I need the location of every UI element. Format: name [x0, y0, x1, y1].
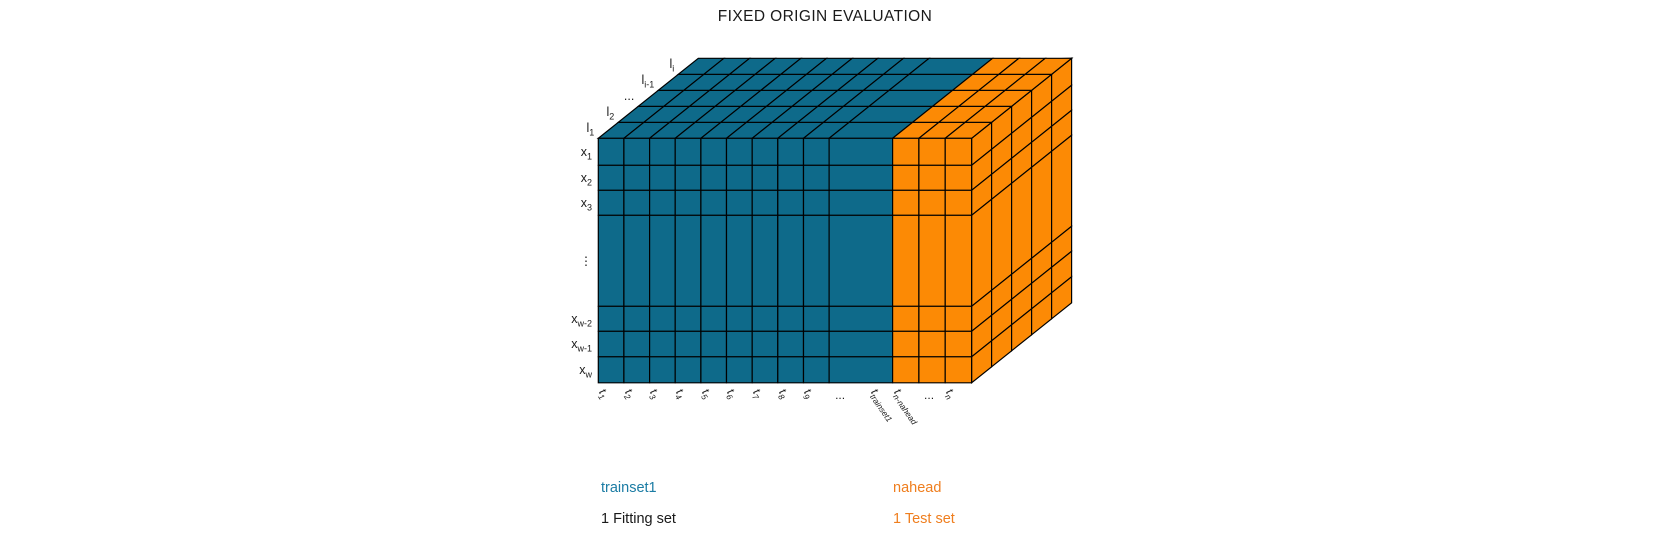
row-label-6: xw: [579, 362, 592, 380]
depth-label-0: l1: [586, 121, 595, 138]
figure-title: FIXED ORIGIN EVALUATION: [717, 8, 933, 25]
depth-label-1: l2: [606, 105, 615, 122]
depth-label-3: li-1: [641, 73, 655, 90]
legend-item-trainset1: trainset1 1 Fitting set: [601, 480, 676, 528]
legend-item-nahead: nahead 1 Test set: [893, 480, 955, 528]
legend-item-name: nahead: [893, 480, 942, 496]
legend-item-desc: 1 Fitting set: [601, 511, 676, 527]
bottom-axis-label-9: ...: [835, 388, 846, 402]
row-label-1: x2: [580, 170, 592, 188]
row-label-2: x3: [580, 195, 592, 213]
depth-label-4: li: [669, 57, 675, 74]
bottom-axis-label-12: ...: [924, 388, 935, 402]
row-label-0: x1: [580, 144, 592, 162]
legend-item-desc: 1 Test set: [893, 511, 955, 527]
row-label-5: xw-1: [571, 337, 592, 354]
row-label-3: ⋮: [580, 253, 592, 268]
depth-label-2: ...: [623, 89, 635, 104]
row-label-4: xw-2: [571, 311, 592, 329]
legend-item-name: trainset1: [601, 480, 657, 496]
